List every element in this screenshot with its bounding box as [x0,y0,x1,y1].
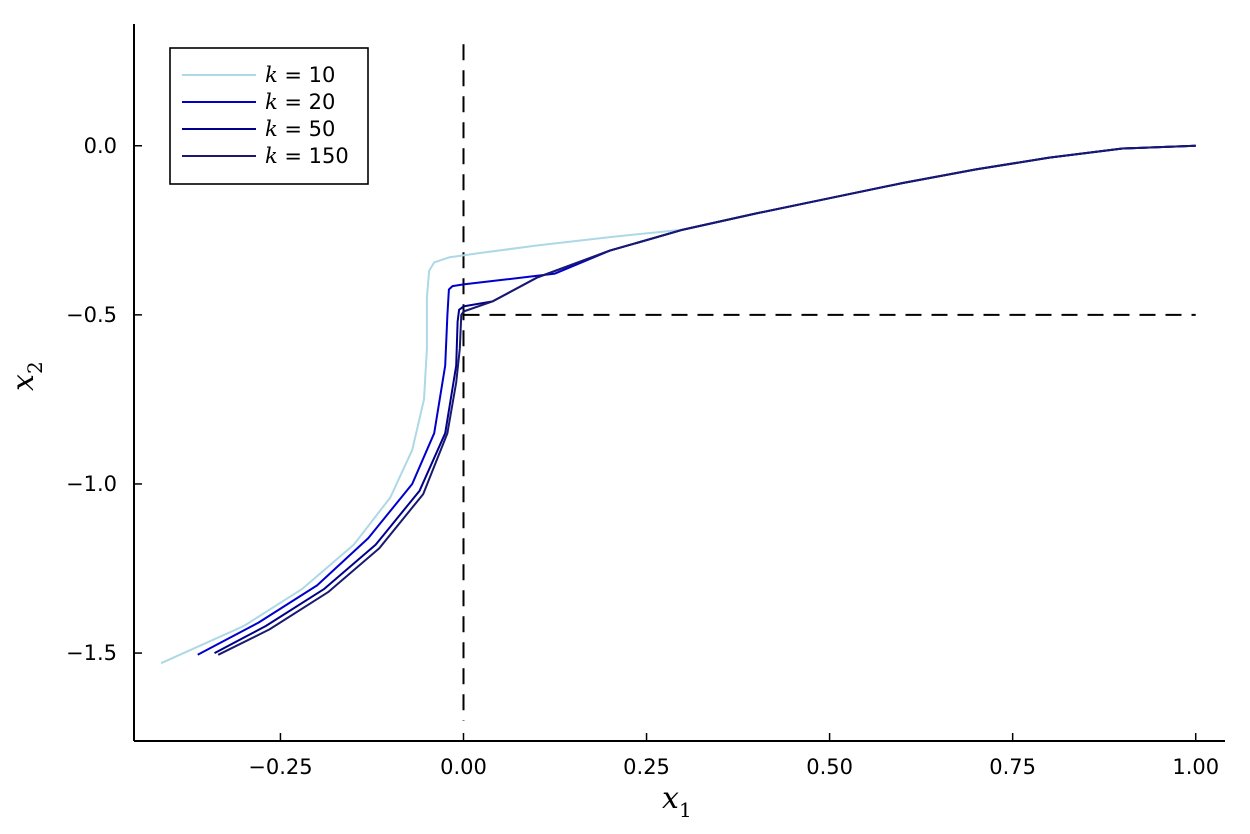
y-axis-ticks: 0.0 −0.5 −1.0 −1.5 [66,134,142,665]
x-tick-label: 0.25 [623,755,670,779]
reference-lines [462,44,1196,721]
y-tick-label: 0.0 [84,134,117,158]
legend-item: k = 20 [182,90,335,114]
legend-label: k = 50 [265,117,335,141]
legend-items: k = 10 k = 20 k = 50 k = 150 [182,63,349,168]
y-axis-title: x 2 [6,361,47,391]
legend-item: k = 150 [182,144,349,168]
legend-label: k = 150 [265,144,349,168]
legend-label: k = 20 [265,90,335,114]
x-tick-label: 1.00 [1172,755,1219,779]
series-line [217,144,1196,656]
series-line [197,144,1196,656]
y-tick-label: −1.5 [66,641,117,665]
legend-item: k = 10 [182,63,335,87]
y-tick-label: −1.0 [66,472,117,496]
legend-label: k = 10 [265,63,335,87]
legend-item: k = 50 [182,117,335,141]
legend: k = 10 k = 20 k = 50 k = 150 [169,47,369,185]
y-axis-label-subscript: 2 [23,361,47,374]
x-axis-label-subscript: 1 [679,798,692,822]
series-layer [160,144,1196,665]
y-axis-label: x [6,374,41,391]
x-tick-label: 0.50 [806,755,853,779]
legend-box [169,47,369,185]
x-axis-title: x 1 [662,781,692,822]
x-tick-label: 0.75 [989,755,1036,779]
x-axis-label: x [662,781,679,816]
axes: −0.25 0.00 0.25 0.50 0.75 1.00 0.0 −0.5 −1.0 −1.… [66,24,1225,779]
x-tick-label: 0.00 [440,755,487,779]
x-axis-ticks: −0.25 0.00 0.25 0.50 0.75 1.00 [248,733,1219,779]
series-line [214,144,1196,654]
x-tick-label: −0.25 [248,755,312,779]
y-tick-label: −0.5 [66,303,117,327]
